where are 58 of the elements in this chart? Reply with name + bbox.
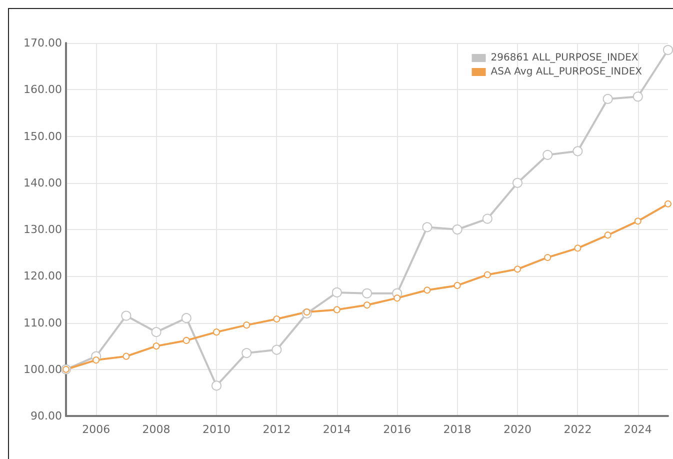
legend-label: 296861 ALL_PURPOSE_INDEX xyxy=(490,52,638,64)
point xyxy=(273,316,280,323)
point xyxy=(181,313,192,324)
point xyxy=(663,44,673,55)
y-tick-label: 170.00 xyxy=(24,36,62,50)
point xyxy=(92,356,100,364)
point xyxy=(424,286,431,294)
x-tick-label: 2006 xyxy=(82,423,110,436)
point xyxy=(332,287,342,298)
point xyxy=(542,150,553,160)
point xyxy=(454,282,461,289)
point xyxy=(122,352,130,360)
point xyxy=(452,224,462,234)
x-tick-label: 2012 xyxy=(262,423,291,436)
point xyxy=(333,306,340,314)
point xyxy=(422,222,432,232)
point xyxy=(482,214,492,224)
point xyxy=(484,271,491,278)
point xyxy=(151,327,162,338)
point xyxy=(572,146,583,156)
point xyxy=(394,294,401,302)
y-tick-label: 150.00 xyxy=(24,130,62,143)
y-tick-label: 90.00 xyxy=(30,410,62,422)
x-tick-label: 2024 xyxy=(624,423,652,436)
y-tick-label: 160.00 xyxy=(24,83,62,96)
point xyxy=(364,302,370,309)
point xyxy=(121,310,132,321)
point xyxy=(152,342,160,350)
point xyxy=(604,232,612,239)
point xyxy=(303,308,310,316)
x-tick-label: 2008 xyxy=(142,423,170,436)
point xyxy=(634,218,642,225)
x-tick-label: 2022 xyxy=(564,423,592,436)
point xyxy=(514,266,521,273)
point xyxy=(632,92,643,102)
point xyxy=(243,322,250,329)
point xyxy=(242,348,252,358)
point xyxy=(664,200,672,208)
point xyxy=(212,380,222,391)
x-tick-label: 2014 xyxy=(322,423,351,436)
y-tick-label: 130.00 xyxy=(24,223,62,236)
x-tick-label: 2018 xyxy=(443,423,472,436)
point xyxy=(544,254,552,261)
y-tick-label: 110.00 xyxy=(24,316,62,330)
x-tick-label: 2016 xyxy=(383,423,412,436)
point xyxy=(362,288,372,298)
point xyxy=(512,178,522,188)
point xyxy=(182,336,190,344)
legend-label: ASA Avg ALL_PURPOSE_INDEX xyxy=(490,66,642,78)
x-tick-label: 2020 xyxy=(504,423,532,436)
point xyxy=(213,328,220,336)
y-tick-label: 140.00 xyxy=(24,176,62,190)
y-tick-label: 100.00 xyxy=(24,362,62,376)
point xyxy=(574,244,582,252)
point xyxy=(272,344,282,355)
x-tick-label: 2010 xyxy=(202,423,230,436)
point xyxy=(602,94,613,104)
y-tick-label: 120.00 xyxy=(24,270,62,283)
